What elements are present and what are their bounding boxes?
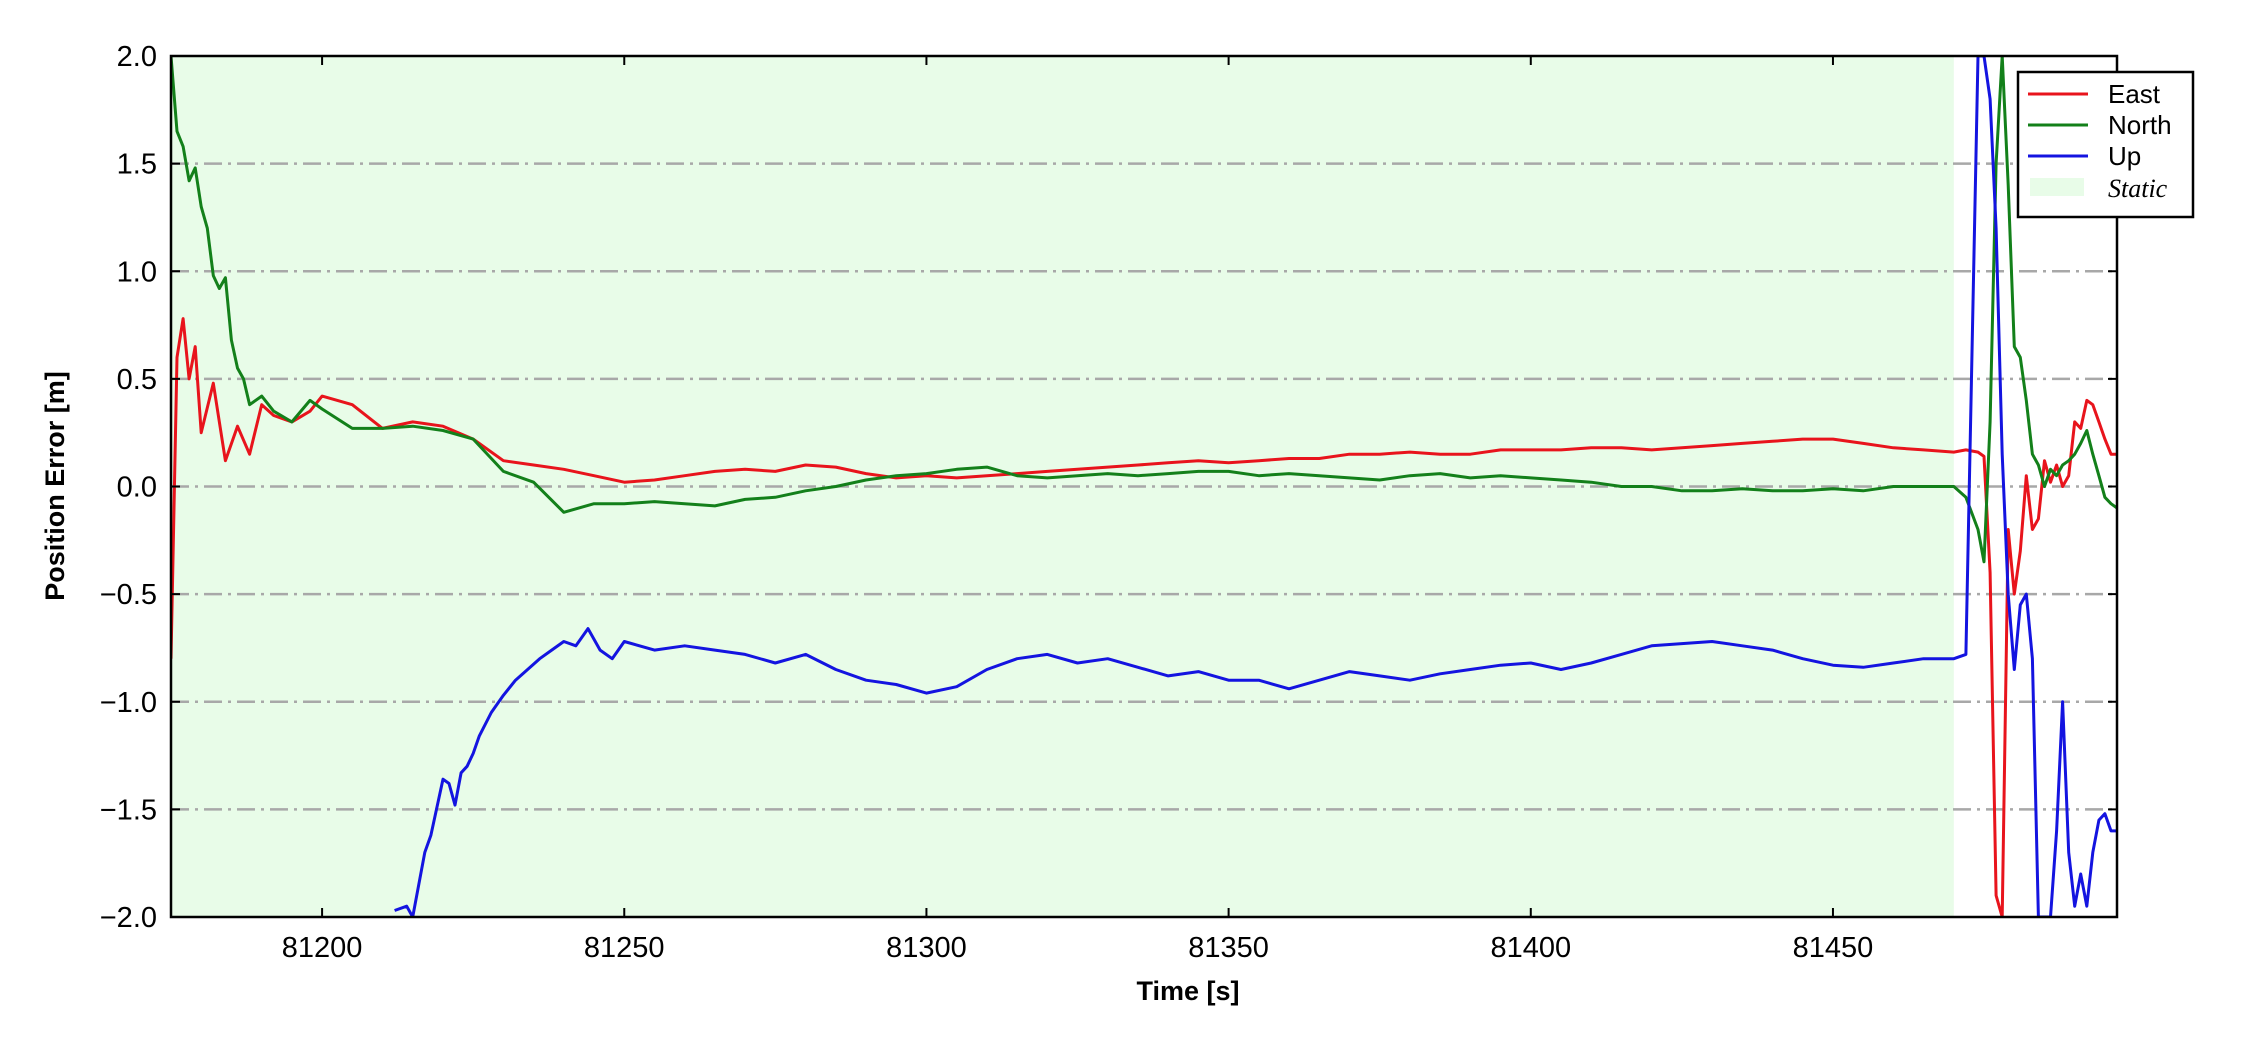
- series-line-north: [171, 56, 2117, 564]
- series-line-east: [171, 317, 2117, 917]
- y-tick-label-2: −1.0: [100, 687, 157, 719]
- x-axis-title: Time [s]: [1136, 976, 1239, 1006]
- y-tick-label-5: 0.5: [117, 364, 157, 396]
- legend-label-static: Static: [2108, 174, 2168, 203]
- y-tick-label-1: −1.5: [100, 794, 157, 826]
- series-line-up: [394, 56, 2117, 917]
- legend: East North Up Static: [2016, 70, 2195, 219]
- y-tick-label-6: 1.0: [117, 256, 157, 288]
- legend-swatch-static: [2030, 178, 2084, 196]
- horizontal-grid: [171, 162, 2117, 811]
- y-tick-label-4: 0.0: [117, 472, 157, 504]
- x-tick-label-0: 81200: [282, 932, 363, 964]
- x-tick-label-4: 81400: [1490, 932, 1571, 964]
- axis-ticks: 81200 81250 81300 81350 81400 81450 −2.0 −1.5 −1…: [100, 41, 2117, 964]
- x-tick-label-5: 81450: [1793, 932, 1874, 964]
- y-axis-title: Position Error [m]: [40, 371, 70, 601]
- legend-label-up: Up: [2108, 141, 2141, 171]
- y-tick-label-3: −0.5: [100, 579, 157, 611]
- y-tick-label-8: 2.0: [117, 41, 157, 73]
- legend-label-east: East: [2108, 79, 2161, 109]
- series-layer: [171, 56, 2117, 917]
- legend-label-north: North: [2108, 110, 2172, 140]
- x-tick-label-3: 81350: [1188, 932, 1269, 964]
- x-tick-label-2: 81300: [886, 932, 967, 964]
- y-tick-label-7: 1.5: [117, 149, 157, 181]
- y-tick-label-0: −2.0: [100, 902, 157, 934]
- x-tick-label-1: 81250: [584, 932, 665, 964]
